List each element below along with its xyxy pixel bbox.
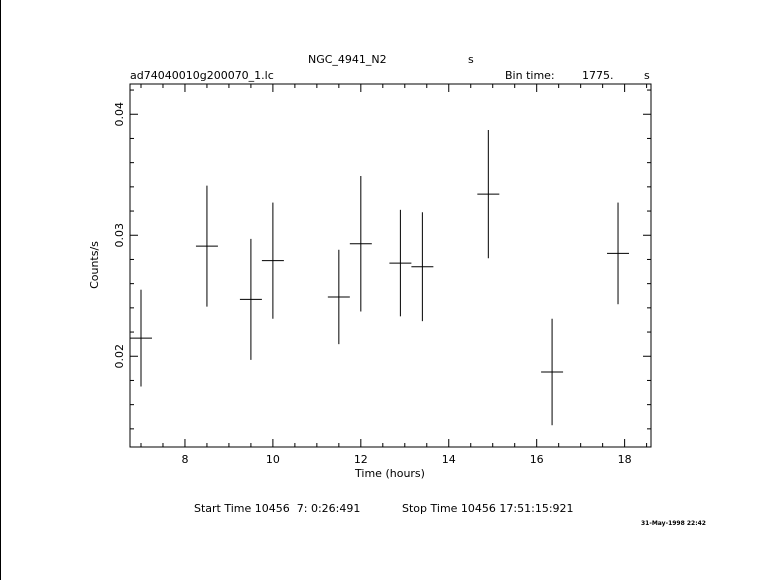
x-tick-label: 8 (181, 453, 188, 466)
left-border-line (0, 0, 1, 580)
y-axis-label: Counts/s (88, 241, 101, 289)
object-unit: s (468, 53, 474, 66)
filename-label: ad74040010g200070_1.lc (130, 69, 274, 82)
bin-time-label: Bin time: (505, 69, 555, 82)
x-tick-label: 12 (354, 453, 368, 466)
bin-time-unit: s (644, 69, 650, 82)
y-tick-label: 0.03 (113, 223, 126, 248)
stop-time-label: Stop Time 10456 17:51:15:921 (402, 502, 574, 515)
y-tick-label: 0.04 (113, 102, 126, 127)
y-tick-label: 0.02 (113, 344, 126, 369)
data-points (130, 129, 630, 426)
object-name: NGC_4941_N2 (308, 53, 387, 66)
bin-time-value: 1775. (582, 69, 614, 82)
x-tick-label: 10 (266, 453, 280, 466)
x-axis-label: Time (hours) (354, 467, 425, 480)
x-tick-label: 16 (530, 453, 544, 466)
axis-ticks: 8 10 12 14 16 18 0.02 0.03 0.04 (113, 84, 651, 466)
plot-timestamp: 31-May-1998 22:42 (641, 520, 706, 527)
start-time-label: Start Time 10456 7: 0:26:491 (194, 502, 361, 515)
x-tick-label: 18 (618, 453, 632, 466)
plot-frame (129, 83, 652, 448)
x-tick-label: 14 (442, 453, 456, 466)
